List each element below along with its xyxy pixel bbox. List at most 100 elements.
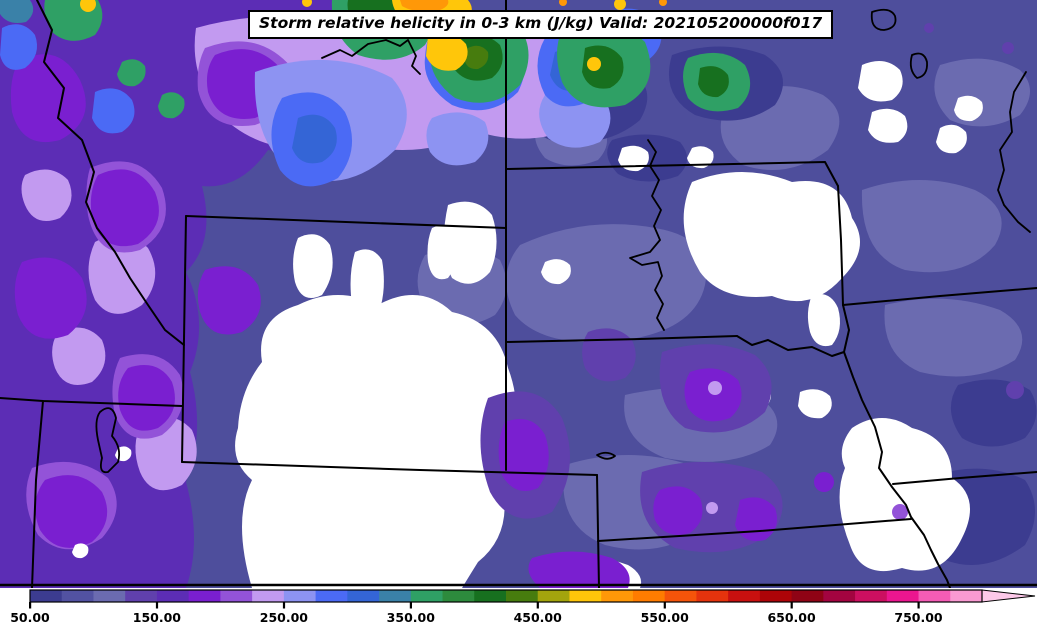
colorbar-segment-450 <box>537 590 571 602</box>
field-region-gold-maxima <box>426 33 468 71</box>
colorbar-segment-50 <box>30 590 63 602</box>
colorbar-tick-label-150: 150.00 <box>133 610 182 625</box>
field-region-vivid-purple-patches <box>118 365 175 431</box>
field-region-dark-green-cores <box>698 66 729 98</box>
colorbar-tick-label-450: 450.00 <box>514 610 563 625</box>
colorbar-segment-400 <box>474 590 507 602</box>
colorbar-segment-725 <box>886 590 920 602</box>
great-salt-lake <box>95 407 121 474</box>
field-region-orange-maxima <box>659 0 667 6</box>
colorbar-segment-75 <box>61 590 95 602</box>
field-region-below-threshold-white <box>350 249 384 324</box>
southdakota-nebraska-border <box>505 335 738 343</box>
colorbar-tick-label-350: 350.00 <box>387 610 436 625</box>
field-region-below-threshold-white <box>683 172 860 302</box>
colorbar-segment-775 <box>950 590 983 602</box>
field-region-orange-maxima <box>400 0 449 12</box>
utah-nevada-border <box>31 400 44 588</box>
wyoming-colorado-south-border <box>181 461 598 476</box>
colorbar-segment-375 <box>442 590 475 602</box>
field-region-below-threshold-white <box>839 418 970 572</box>
colorbar-segment-750 <box>918 590 951 602</box>
colorbar-segment-275 <box>315 590 348 602</box>
colorbar-segment-425 <box>506 590 539 602</box>
field-region-below-threshold-white <box>807 293 840 347</box>
field-region-gold-maxima <box>614 0 626 10</box>
colorbar-segment-625 <box>759 590 793 602</box>
colorbar-tick-450 <box>536 602 539 609</box>
colorbar-tick-50 <box>29 602 32 609</box>
field-region-south-vivid-cores <box>528 551 630 588</box>
map-area: Storm relative helicity in 0-3 km (J/kg)… <box>0 0 1037 588</box>
wyoming-west-border <box>181 215 187 463</box>
colorbar-tick-label-50: 50.00 <box>10 610 50 625</box>
field-region-below-threshold-white <box>443 201 497 284</box>
field-region-light-slate-patches <box>934 58 1030 127</box>
colorbar-segment-200 <box>220 590 253 602</box>
field-region-lavender-band <box>52 327 106 385</box>
field-region-below-threshold-white <box>868 108 908 143</box>
field-region-periwinkle-patches <box>426 112 489 166</box>
colorbar-segment-300 <box>347 590 380 602</box>
montana-wyoming-border <box>185 215 507 229</box>
colorbar-tick-350 <box>409 602 412 609</box>
colorbar-tick-label-650: 650.00 <box>767 610 816 625</box>
lake-mcconaughy <box>596 451 616 460</box>
colorbar-segment-525 <box>632 590 666 602</box>
field-region-below-threshold-white <box>293 234 333 299</box>
minnesota-iowa-border <box>842 287 1037 306</box>
colorbar-segment-550 <box>664 590 697 602</box>
field-region-vivid-purple-patches <box>197 266 261 335</box>
missouri-river-dakotas <box>629 139 665 331</box>
colorbar-segment-600 <box>728 590 761 602</box>
colorbar-segment-475 <box>569 590 602 602</box>
colorbar-segment-100 <box>93 590 126 602</box>
southdakota-iowa-big-sioux <box>842 304 850 353</box>
field-region-olive-core <box>464 45 489 70</box>
field-region-vivid-purple-patches <box>35 475 108 548</box>
field-region-gold-maxima <box>302 0 312 7</box>
field-region-below-threshold-white <box>798 389 832 419</box>
nebraska-kansas-border <box>597 518 912 542</box>
field-region-light-slate-patches <box>861 180 1002 273</box>
field-region-lavender-band <box>21 169 72 222</box>
colorbar-extend-arrow <box>981 589 1036 603</box>
field-region-below-threshold-white <box>936 124 967 154</box>
field-region-blue-cores <box>0 24 38 70</box>
colorbar-tick-label-250: 250.00 <box>260 610 309 625</box>
colorbar-segment-675 <box>823 590 856 602</box>
colorbar-outline <box>29 589 983 603</box>
colorbar-tick-250 <box>282 602 286 609</box>
field-region-gold-maxima <box>587 57 601 71</box>
field-region-below-threshold-white <box>858 61 903 102</box>
field-region-below-threshold-white <box>541 259 571 285</box>
field-region-south-purple-patches <box>1006 381 1024 399</box>
field-region-lavender-band <box>88 234 156 314</box>
field-region-south-vivid-cores <box>653 486 703 535</box>
southdakota-minnesota-border <box>837 185 844 306</box>
red-river <box>997 71 1031 233</box>
field-region-south-lavender-dots <box>706 502 718 514</box>
colorbar-tick-750 <box>917 602 920 609</box>
field-region-green-patches <box>158 92 185 119</box>
field-region-south-vivid-cores <box>814 472 834 492</box>
field-region-green-patches <box>117 59 146 87</box>
stump-lake <box>909 52 928 79</box>
colorbar-segment-250 <box>283 590 317 602</box>
map-title-box: Storm relative helicity in 0-3 km (J/kg)… <box>248 10 834 39</box>
field-region-deep-blue-cores <box>292 114 337 164</box>
colorbar-segment-325 <box>379 590 412 602</box>
map-title-text: Storm relative helicity in 0-3 km (J/kg)… <box>259 14 823 32</box>
field-region-south-purple-patches <box>924 23 934 33</box>
colorado-east-border <box>596 474 600 588</box>
colorbar-tick-label-550: 550.00 <box>641 610 690 625</box>
field-region-teal-corner <box>0 0 34 23</box>
field-region-below-threshold-white <box>618 145 649 172</box>
colorbar-segment-575 <box>696 590 729 602</box>
field-region-below-threshold-white <box>72 543 89 559</box>
field-region-below-threshold-white <box>954 95 983 122</box>
southdakota-nebraska-missouri-river <box>736 335 845 357</box>
montana-idaho-border <box>36 0 185 346</box>
field-region-dark-green-cores <box>582 45 624 89</box>
